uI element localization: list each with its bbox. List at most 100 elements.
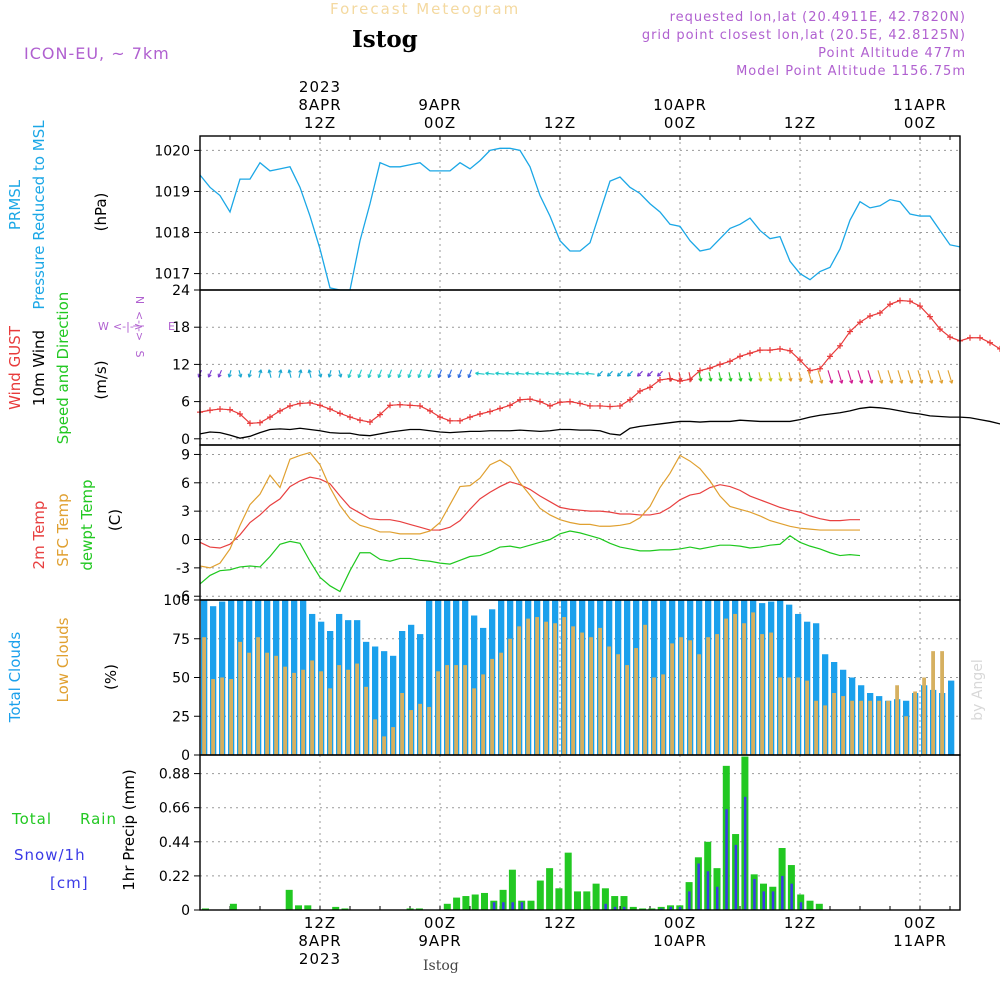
wind-direction-head-b <box>218 374 222 378</box>
wind-direction-shaft <box>338 370 342 378</box>
precip-unit: 1hr Precip (mm) <box>120 769 138 890</box>
wind-direction-head-b <box>485 372 489 376</box>
wind-direction-head-b <box>208 374 212 378</box>
compass-w: W <box>98 320 109 333</box>
wind-direction-head-b <box>921 379 924 384</box>
rain-bar <box>639 908 647 910</box>
wind-direction-arrow <box>397 369 403 379</box>
wind-direction-shaft <box>637 370 643 377</box>
snow-label: Snow/1h <box>14 846 86 864</box>
gust-marker <box>777 345 783 352</box>
wind-direction-shaft <box>217 369 223 378</box>
wind-direction-head-b <box>891 379 894 384</box>
low-cloud-bar <box>886 700 890 755</box>
ytick-label-pressure-1: 1018 <box>154 226 190 242</box>
wind-direction-head-b <box>368 374 372 379</box>
gust-marker <box>507 402 513 409</box>
gust-marker <box>557 399 563 406</box>
wind-direction-arrow <box>596 370 603 377</box>
wind-direction-head-b <box>585 372 589 376</box>
gust-marker <box>517 396 523 403</box>
wind-direction-head-b <box>700 377 703 382</box>
low-cloud-bar <box>382 736 386 755</box>
wind-direction-arrow <box>847 370 854 384</box>
wind-direction-arrow <box>298 369 303 378</box>
wind-direction-shaft <box>437 369 443 378</box>
temp-2m-label: 2m Temp <box>30 501 48 570</box>
total-clouds-label: Total Clouds <box>6 632 24 724</box>
wind-direction-shaft <box>698 372 702 382</box>
gust-marker <box>437 414 443 421</box>
wind-direction-arrow <box>247 370 252 378</box>
wind-direction-head-b <box>495 372 499 376</box>
temp-2m-line <box>199 476 860 549</box>
bottom-time-label: 12Z <box>784 914 816 932</box>
gust-marker <box>527 396 533 403</box>
wind-direction-arrow <box>217 369 223 378</box>
wind-direction-arrow <box>238 370 243 378</box>
wind-direction-shaft <box>688 372 692 382</box>
wind-direction-shaft <box>258 369 262 378</box>
ytick-label-temperature-2: 0 <box>181 533 190 549</box>
wind-direction-head-b <box>438 374 442 379</box>
wind-direction-shaft <box>877 370 883 384</box>
ytick-label-precip-0: 0 <box>181 903 190 919</box>
wind-direction-shaft <box>817 370 823 384</box>
gust-marker <box>297 400 303 407</box>
panel-frame-wind <box>199 289 961 446</box>
requested-coords: requested lon,lat (20.4911E, 42.7820N) <box>669 10 966 25</box>
gust-marker <box>627 396 633 403</box>
gust-marker <box>467 414 473 421</box>
wind-direction-arrow <box>575 371 585 376</box>
wind-direction-arrow <box>258 369 263 378</box>
rain-bar <box>564 852 572 910</box>
low-cloud-bar <box>301 669 305 755</box>
wind-direction-arrow <box>437 369 443 379</box>
ytick-label-temperature-5: 9 <box>181 447 190 463</box>
wind-direction-arrow <box>887 370 894 384</box>
gust-marker <box>607 403 613 410</box>
bottom-time-label: 9APR <box>418 932 461 950</box>
rain-bar <box>499 889 507 910</box>
snow-bar <box>762 891 765 910</box>
gridpoint-coords: grid point closest lon,lat (20.5E, 42.81… <box>641 28 966 43</box>
compass-e: E <box>168 320 175 333</box>
gust-marker <box>237 411 243 417</box>
rain-bar <box>815 903 823 910</box>
wind-direction-shaft <box>357 369 363 378</box>
wind-direction-arrow <box>467 369 473 379</box>
gust-marker <box>697 367 703 374</box>
gust-marker <box>257 419 263 426</box>
rain-bar <box>629 906 637 910</box>
gust-marker <box>947 334 953 341</box>
wind-direction-shaft <box>597 370 603 377</box>
wind-direction-shaft <box>678 372 682 382</box>
low-cloud-bar <box>580 632 584 755</box>
wind-direction-shaft <box>278 369 282 378</box>
low-cloud-bar <box>922 677 926 755</box>
ytick-label-temperature-4: 6 <box>181 476 190 492</box>
snow-bar <box>520 902 524 910</box>
wind-direction-head-b <box>901 379 904 384</box>
wind-direction-arrow <box>495 371 505 376</box>
snow-bar <box>799 902 803 910</box>
wind-direction-shaft <box>887 370 893 384</box>
ytick-label-precip-2: 0.44 <box>159 835 190 851</box>
gust-marker <box>547 402 553 409</box>
wind-direction-arrow <box>318 370 323 378</box>
low-cloud-bar <box>769 632 773 755</box>
top-time-label: 12Z <box>784 114 816 132</box>
rain-bar <box>202 908 209 910</box>
bottom-time-label: 10APR <box>653 932 707 950</box>
low-cloud-bar <box>499 652 503 755</box>
ytick-label-wind-1: 6 <box>181 395 190 411</box>
total-cloud-bar <box>426 600 433 755</box>
low-cloud-bar <box>373 719 377 755</box>
ytick-label-wind-3: 18 <box>172 320 190 336</box>
footer-location: Istog <box>423 958 459 974</box>
compass-s: S <box>133 351 146 358</box>
wind-direction-shaft <box>907 370 913 384</box>
low-cloud-bar <box>535 617 539 755</box>
wind-direction-arrow <box>688 372 693 382</box>
wind-direction-head-b <box>468 374 472 379</box>
